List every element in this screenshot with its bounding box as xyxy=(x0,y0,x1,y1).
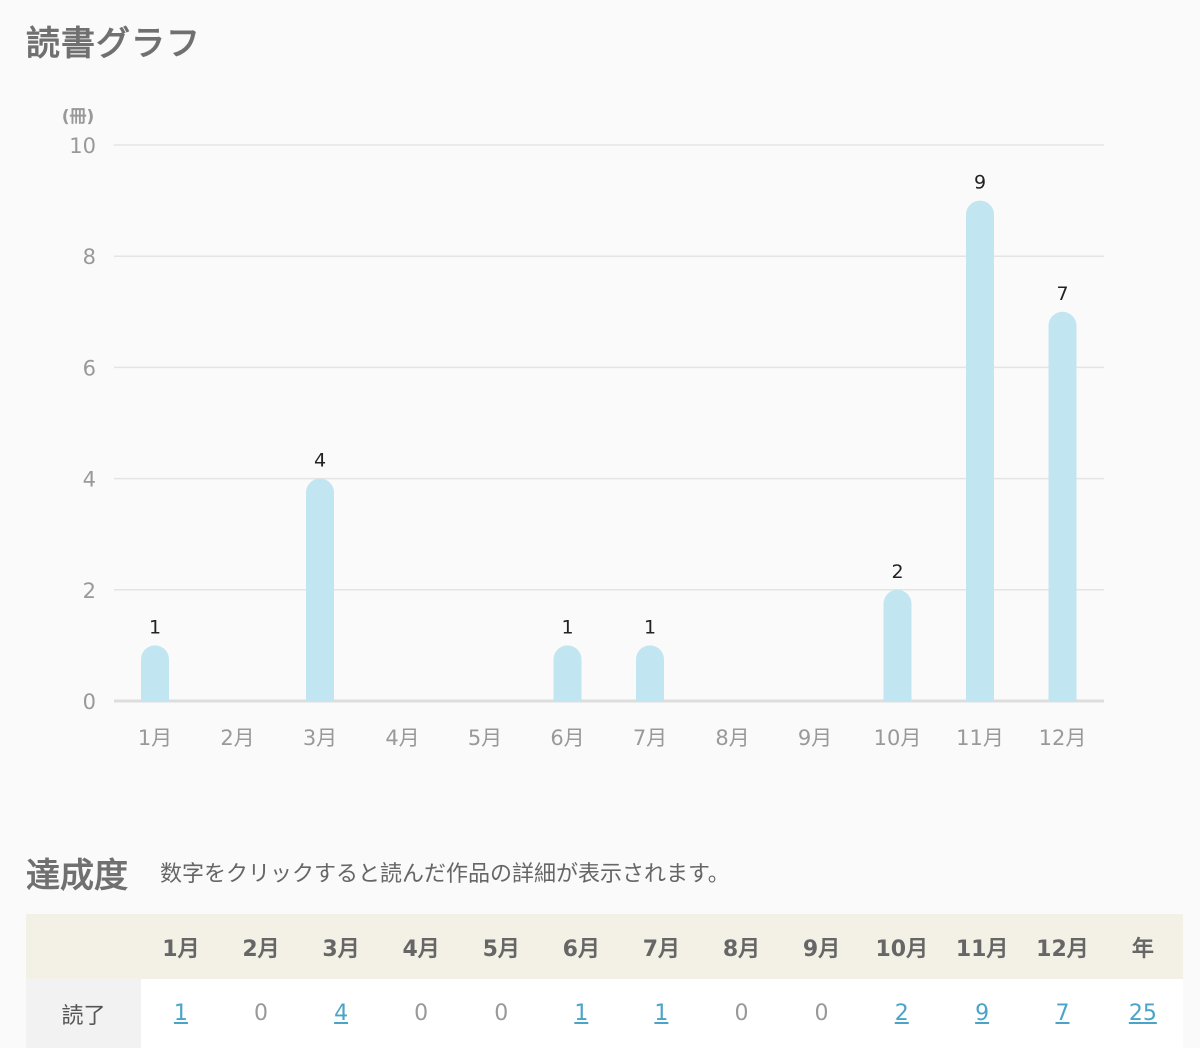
bar xyxy=(1048,311,1077,701)
value-cell: 25 xyxy=(1102,979,1183,1048)
value-link[interactable]: 2 xyxy=(894,1001,909,1026)
value-cell: 0 xyxy=(220,979,302,1048)
x-tick-label: 2月 xyxy=(220,726,254,750)
page-title: 読書グラフ xyxy=(26,24,201,64)
y-tick-label: 0 xyxy=(83,690,96,714)
table-row: 読了 1 0 4 0 0 1 1 0 0 2 9 7 25 xyxy=(26,979,1183,1048)
value-cell: 9 xyxy=(941,979,1023,1048)
data-label: 2 xyxy=(891,561,903,583)
header-cell: 12月 xyxy=(1022,914,1103,979)
data-label: 1 xyxy=(644,616,656,638)
header-cell: 年 xyxy=(1102,914,1183,979)
value-cell: 7 xyxy=(1022,979,1103,1048)
header-cell: 2月 xyxy=(220,914,302,979)
x-tick-label: 11月 xyxy=(956,726,1004,750)
bar xyxy=(636,645,664,701)
header-cell: 4月 xyxy=(381,914,462,979)
data-label: 7 xyxy=(1056,283,1068,305)
header-cell: 9月 xyxy=(781,914,862,979)
achievement-title: 達成度 xyxy=(26,856,128,896)
header-cell: 10月 xyxy=(861,914,942,979)
value-cell: 4 xyxy=(301,979,382,1048)
header-cell: 8月 xyxy=(701,914,782,979)
header-cell: 6月 xyxy=(541,914,622,979)
value-link[interactable]: 25 xyxy=(1128,1001,1157,1026)
x-tick-label: 1月 xyxy=(138,726,172,750)
value-cell: 1 xyxy=(621,979,702,1048)
header-cell: 11月 xyxy=(941,914,1023,979)
value-link[interactable]: 1 xyxy=(654,1001,669,1026)
x-tick-label: 3月 xyxy=(303,726,337,750)
bar xyxy=(141,645,169,701)
x-tick-label: 4月 xyxy=(385,726,419,750)
value-cell: 0 xyxy=(461,979,542,1048)
bar xyxy=(553,645,582,701)
bar xyxy=(883,589,912,701)
value-cell: 1 xyxy=(541,979,622,1048)
header-cell: 3月 xyxy=(301,914,382,979)
achievement-note: 数字をクリックすると読んだ作品の詳細が表示されます。 xyxy=(160,862,730,887)
value-cell: 0 xyxy=(781,979,862,1048)
y-tick-label: 4 xyxy=(83,468,96,492)
x-tick-label: 8月 xyxy=(715,726,749,750)
bar xyxy=(306,478,334,701)
value-link[interactable]: 7 xyxy=(1055,1001,1070,1026)
header-cell: 5月 xyxy=(461,914,542,979)
x-tick-label: 12月 xyxy=(1039,726,1087,750)
x-tick-label: 9月 xyxy=(798,726,832,750)
x-tick-label: 7月 xyxy=(633,726,667,750)
y-tick-label: 6 xyxy=(83,356,96,380)
x-tick-label: 5月 xyxy=(468,726,502,750)
value-link[interactable]: 4 xyxy=(334,1001,349,1026)
header-cell: 7月 xyxy=(621,914,702,979)
y-tick-label: 10 xyxy=(69,134,96,158)
value-link[interactable]: 1 xyxy=(574,1001,589,1026)
table-header-row: 1月 2月 3月 4月 5月 6月 7月 8月 9月 10月 11月 12月年 xyxy=(26,914,1183,979)
data-label: 1 xyxy=(561,616,573,638)
y-axis-label: (冊) xyxy=(62,107,95,127)
value-cell: 0 xyxy=(701,979,782,1048)
data-label: 9 xyxy=(974,172,986,194)
value-link[interactable]: 1 xyxy=(173,1001,188,1026)
value-cell: 2 xyxy=(861,979,942,1048)
value-cell: 0 xyxy=(381,979,462,1048)
x-tick-label: 6月 xyxy=(550,726,584,750)
value-link[interactable]: 9 xyxy=(975,1001,990,1026)
data-label: 4 xyxy=(314,450,326,472)
header-cell: 1月 xyxy=(140,914,221,979)
row-label: 読了 xyxy=(26,979,141,1048)
bar xyxy=(966,200,994,701)
value-cell: 1 xyxy=(140,979,221,1048)
y-tick-label: 8 xyxy=(83,245,96,269)
data-label: 1 xyxy=(149,616,161,638)
header-empty xyxy=(26,914,141,979)
x-tick-label: 10月 xyxy=(874,726,922,750)
y-tick-label: 2 xyxy=(83,579,96,603)
achievement-table: 1月 2月 3月 4月 5月 6月 7月 8月 9月 10月 11月 12月年 読了 1 0 4 0 0 1 1 0 0… xyxy=(26,914,1183,1048)
